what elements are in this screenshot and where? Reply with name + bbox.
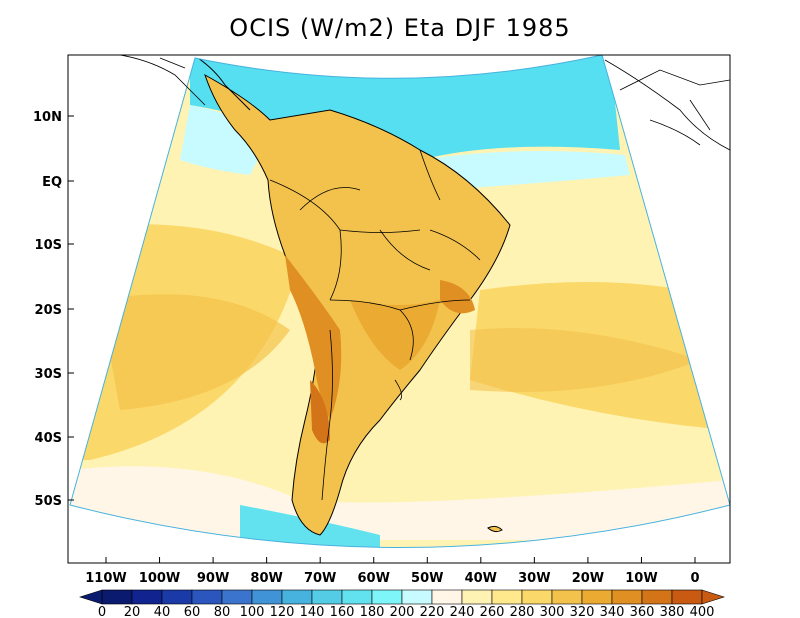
- colorbar-segment: [491, 589, 523, 605]
- colorbar-min-arrow: [79, 589, 103, 605]
- colorbar-segment: [431, 589, 463, 605]
- brazil-hot-spot: [440, 280, 475, 314]
- colorbar-label: 240: [450, 605, 475, 618]
- colorbar-label: 320: [570, 605, 595, 618]
- lon-label: 70W: [304, 571, 336, 586]
- colorbar-label: 260: [480, 605, 505, 618]
- colorbar-label: 340: [600, 605, 625, 618]
- colorbar-label: 20: [124, 605, 141, 618]
- colorbar-label: 100: [240, 605, 265, 618]
- colorbar-label: 60: [184, 605, 201, 618]
- lon-label: 10W: [625, 571, 657, 586]
- country-borders: [269, 149, 481, 501]
- colorbar-label: 220: [420, 605, 445, 618]
- colorbar-segment: [401, 589, 433, 605]
- lon-label: 60W: [358, 571, 390, 586]
- colorbar-label: 300: [540, 605, 565, 618]
- central-america-outline: [119, 55, 206, 106]
- lat-label: 10S: [35, 238, 62, 253]
- itcz-light-band: [420, 151, 630, 190]
- lon-label: 30W: [518, 571, 550, 586]
- ocis-field: [70, 55, 730, 548]
- colorbar-segment: [521, 589, 553, 605]
- colorbar-max-arrow: [701, 589, 725, 605]
- domain-outline: [69, 54, 731, 548]
- lat-label: 30S: [35, 367, 62, 382]
- map-title: OCIS (W/m2) Eta DJF 1985: [229, 14, 571, 42]
- lon-label: 80W: [250, 571, 282, 586]
- longitude-axis: 110W 100W 90W 80W 70W 60W 50W 40W 30W 20W 10W 0: [85, 557, 700, 586]
- colorbar-label: 400: [690, 605, 715, 618]
- colorbar-segment: [641, 589, 673, 605]
- interior-warm-zone: [350, 300, 440, 370]
- central-america-coast: [197, 57, 251, 111]
- colorbar-segment: [611, 589, 643, 605]
- lon-label: 50W: [411, 571, 443, 586]
- colorbar-label: 380: [660, 605, 685, 618]
- colorbar-label: 80: [214, 605, 231, 618]
- lat-label: 40S: [35, 431, 62, 446]
- colorbar-segment: [311, 589, 343, 605]
- colorbar-label: 140: [300, 605, 325, 618]
- northern-cyan-belt: [190, 55, 620, 160]
- lon-label: 90W: [197, 571, 229, 586]
- colorbar-label: 200: [390, 605, 415, 618]
- chile-hottest-zone: [310, 380, 330, 444]
- colorbar-label: 360: [630, 605, 655, 618]
- colorbar-segment: [341, 589, 373, 605]
- colorbar-label: 120: [270, 605, 295, 618]
- colorbar: 0 20 40 60 80 100 120 140 160 180 200 220 240 260 280 3…: [79, 589, 725, 618]
- colorbar-segment: [221, 589, 253, 605]
- latitude-axis: 10N EQ 10S 20S 30S 40S 50S: [33, 110, 74, 509]
- colorbar-segment: [191, 589, 223, 605]
- colorbar-label: 280: [510, 605, 535, 618]
- pacific-warm-core: [100, 294, 290, 410]
- colorbar-segment: [251, 589, 283, 605]
- colorbar-segment: [671, 589, 703, 605]
- colorbar-segment: [281, 589, 313, 605]
- colorbar-label: 0: [98, 605, 106, 618]
- colorbar-segment: [461, 589, 493, 605]
- colorbar-segment: [131, 589, 163, 605]
- falkland-islands: [487, 525, 503, 533]
- africa-outline: [604, 59, 730, 151]
- colorbar-segment: [101, 589, 133, 605]
- southern-pale-band: [70, 466, 730, 540]
- atlantic-warm-core: [470, 328, 700, 392]
- colorbar-label: 40: [154, 605, 171, 618]
- lat-label: 50S: [35, 494, 62, 509]
- lon-label: 100W: [139, 571, 180, 586]
- lat-label: 10N: [33, 110, 62, 125]
- colorbar-label: 160: [330, 605, 355, 618]
- lat-label: EQ: [42, 175, 62, 190]
- colorbar-segment: [581, 589, 613, 605]
- colorbar-label: 180: [360, 605, 385, 618]
- lon-label: 0: [690, 571, 699, 586]
- pacific-light-band: [180, 105, 270, 175]
- colorbar-segment: [551, 589, 583, 605]
- lon-label: 40W: [465, 571, 497, 586]
- lat-label: 20S: [35, 303, 62, 318]
- lon-label: 20W: [572, 571, 604, 586]
- colorbar-segment: [161, 589, 193, 605]
- andes-hot-zone: [285, 255, 342, 420]
- lon-label: 110W: [85, 571, 126, 586]
- colorbar-segment: [371, 589, 403, 605]
